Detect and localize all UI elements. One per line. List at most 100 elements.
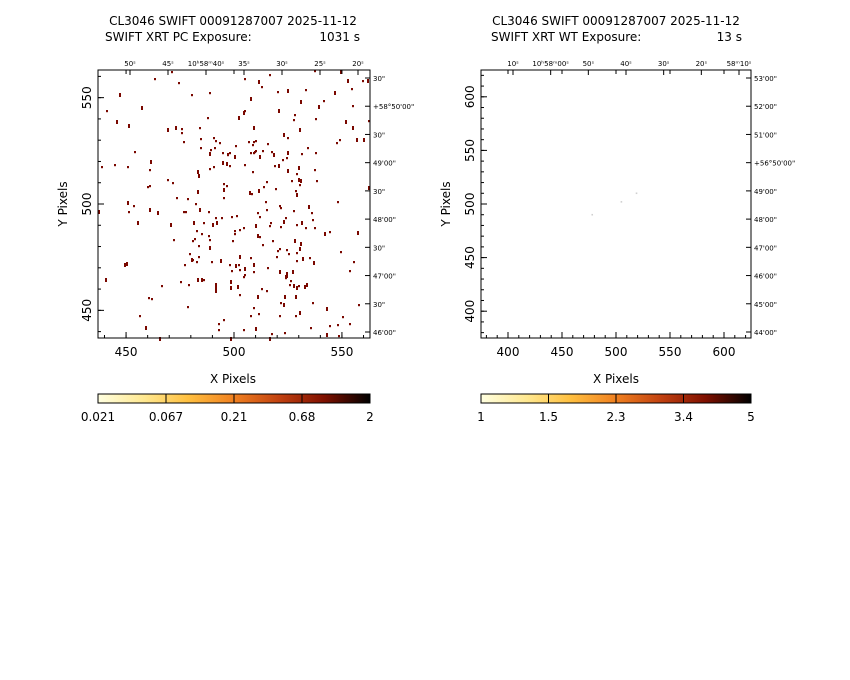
wt-axes: 400 450 500 550 600 400 450 500 550 600 10ˢ 10ʰ58ᵐ0… xyxy=(463,60,795,359)
pc-event-pixel xyxy=(218,329,220,332)
pc-event-pixel xyxy=(229,165,231,168)
pc-event-pixel xyxy=(299,184,301,187)
pc-event-pixel xyxy=(254,151,256,154)
pc-event-pixel xyxy=(198,174,200,178)
wt-dec-label: 44'00" xyxy=(754,329,777,337)
pc-event-pixel xyxy=(288,253,290,256)
pc-event-pixel xyxy=(235,264,237,268)
pc-event-pixel xyxy=(172,182,174,185)
wt-image xyxy=(591,192,638,216)
pc-event-pixel xyxy=(282,159,284,162)
pc-event-pixel xyxy=(296,193,298,197)
pc-event-pixel xyxy=(231,270,233,273)
pc-event-pixel xyxy=(211,261,213,264)
pc-event-pixel xyxy=(231,216,233,219)
pc-event-pixel xyxy=(119,93,121,97)
wt-dec-label: 49'00" xyxy=(754,188,777,196)
pc-event-pixel xyxy=(252,171,254,174)
pc-event-pixel xyxy=(127,166,129,169)
pc-event-pixel xyxy=(167,179,169,182)
wt-dec-label: 48'00" xyxy=(754,216,777,224)
pc-event-pixel xyxy=(197,190,199,194)
pc-event-pixel xyxy=(234,230,236,233)
pc-event-pixel xyxy=(134,151,136,154)
pc-event-pixel xyxy=(308,205,310,209)
pc-event-pixel xyxy=(222,161,224,165)
wt-xlabel: X Pixels xyxy=(593,372,639,386)
pc-event-pixel xyxy=(215,283,217,287)
panel-wt: CL3046 SWIFT 00091287007 2025-11-12 SWIF… xyxy=(439,14,795,424)
wt-ra-label: 10ˢ xyxy=(507,60,519,68)
pc-event-pixel xyxy=(171,71,173,74)
pc-colorbar-label: 0.067 xyxy=(149,410,183,424)
pc-event-pixel xyxy=(258,189,260,193)
pc-event-pixel xyxy=(235,145,237,148)
pc-event-pixel xyxy=(286,272,288,275)
pc-event-pixel xyxy=(215,286,217,290)
pc-event-pixel xyxy=(192,240,194,243)
pc-event-pixel xyxy=(232,240,234,243)
pc-event-pixel xyxy=(275,188,277,191)
pc-event-pixel xyxy=(296,173,298,176)
pc-event-pixel xyxy=(294,114,296,117)
pc-event-pixel xyxy=(342,316,344,319)
pc-event-pixel xyxy=(209,168,211,171)
pc-colorbar-label: 0.021 xyxy=(81,410,115,424)
pc-event-pixel xyxy=(199,127,201,130)
pc-event-pixel xyxy=(226,162,228,166)
panel-pc: CL3046 SWIFT 00091287007 2025-11-12 SWIF… xyxy=(56,14,414,424)
pc-event-pixel xyxy=(292,270,294,274)
panel-wt-title: CL3046 SWIFT 00091287007 2025-11-12 xyxy=(492,14,740,28)
pc-xtick-label: 500 xyxy=(223,345,246,359)
pc-event-pixel xyxy=(181,132,183,135)
pc-colorbar-label: 0.68 xyxy=(289,410,316,424)
pc-event-pixel xyxy=(209,92,211,95)
pc-event-pixel xyxy=(312,219,314,222)
pc-event-pixel xyxy=(298,166,300,170)
pc-event-pixel xyxy=(196,230,198,233)
pc-event-pixel xyxy=(239,269,241,272)
pc-dec-label: 30" xyxy=(373,301,385,309)
pc-event-pixel xyxy=(227,153,229,156)
pc-event-pixel xyxy=(151,298,153,301)
panel-pc-title: CL3046 SWIFT 00091287007 2025-11-12 xyxy=(109,14,357,28)
pc-event-pixel xyxy=(296,260,298,263)
pc-event-pixel xyxy=(326,333,328,337)
pc-event-pixel xyxy=(357,231,359,235)
pc-xtick-label: 450 xyxy=(115,345,138,359)
pc-event-pixel xyxy=(285,217,287,220)
wt-dec-label: 46'00" xyxy=(754,273,777,281)
pc-event-pixel xyxy=(250,315,252,318)
pc-event-pixel xyxy=(279,315,281,318)
pc-event-pixel xyxy=(145,326,147,330)
pc-event-pixel xyxy=(339,139,341,142)
pc-event-pixel xyxy=(356,138,358,142)
panel-wt-exposure-value: 13 s xyxy=(717,30,742,44)
pc-event-pixel xyxy=(116,120,118,124)
pc-event-pixel xyxy=(258,313,260,316)
pc-event-pixel xyxy=(329,231,331,234)
pc-colorbar-ticks: 0.021 0.067 0.21 0.68 2 xyxy=(81,394,374,424)
pc-event-pixel xyxy=(351,88,353,91)
wt-ra-label: 40ˢ xyxy=(620,60,632,68)
pc-event-pixel xyxy=(213,166,215,169)
pc-dec-label: +58°50'00" xyxy=(373,103,414,111)
pc-event-pixel xyxy=(128,211,130,214)
pc-event-pixel xyxy=(127,201,129,205)
pc-event-pixel xyxy=(167,128,169,132)
pc-event-pixel xyxy=(294,239,296,243)
wt-dec-label: 52'00" xyxy=(754,103,777,111)
pc-event-pixel xyxy=(208,235,210,238)
pc-xtick-label: 550 xyxy=(330,345,353,359)
pc-event-pixel xyxy=(98,210,100,214)
wt-colorbar-label: 5 xyxy=(747,410,755,424)
pc-colorbar-label: 0.21 xyxy=(221,410,248,424)
wt-ylabel: Y Pixels xyxy=(439,181,453,227)
pc-event-pixel xyxy=(276,256,278,259)
pc-event-pixel xyxy=(271,151,273,154)
pc-event-pixel xyxy=(302,257,304,261)
pc-dec-label: 30" xyxy=(373,188,385,196)
pc-event-pixel xyxy=(280,207,282,210)
pc-event-pixel xyxy=(289,284,291,287)
pc-event-pixel xyxy=(315,152,317,155)
